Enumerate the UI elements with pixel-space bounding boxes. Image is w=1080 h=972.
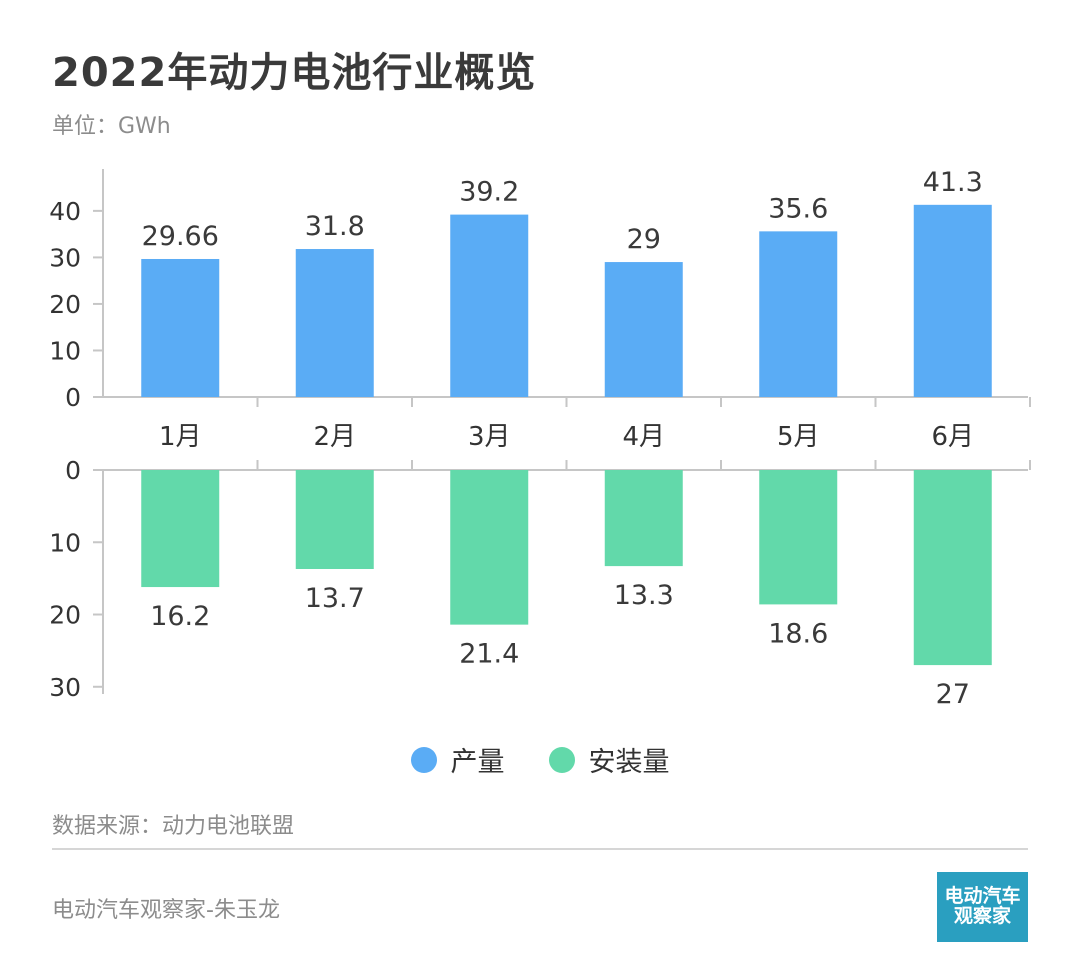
production-bar[interactable] [141,258,220,397]
category-label: 4月 [622,422,665,452]
legend-dot-installation [548,746,575,773]
installation-bar[interactable] [759,470,838,605]
brand-logo: 电动汽车 观察家 [937,872,1028,942]
bar-chart: 0 10 20 30 40 29.66 31.8 39.2 29 35.6 41.3 1月 2月 3月 4… [49,167,1031,710]
category-label: 5月 [777,422,820,452]
installation-value-label: 27 [936,679,970,710]
legend-item-installation[interactable]: 安装量 [548,740,670,779]
top-y-tick-label: 0 [65,383,81,412]
production-bar[interactable] [604,262,683,397]
category-label: 2月 [313,422,356,452]
production-bar[interactable] [759,231,838,397]
installation-value-label: 13.3 [614,580,674,611]
production-bar[interactable] [450,214,529,397]
legend-label-production: 产量 [450,747,505,778]
category-labels: 1月 2月 3月 4月 5月 6月 [159,422,974,452]
author-credit: 电动汽车观察家-朱玉龙 [52,898,280,923]
production-value-label: 31.8 [305,211,365,242]
category-label: 3月 [468,422,511,452]
production-value-label: 41.3 [923,167,983,198]
production-value-label: 29.66 [142,221,219,252]
legend-dot-production [410,746,437,773]
unit-label: 单位：GWh [52,114,171,139]
footer-divider [52,848,1028,850]
installation-value-label: 16.2 [150,601,210,632]
installation-value-label: 13.7 [305,583,365,614]
production-bar[interactable] [295,249,374,397]
category-label: 1月 [159,422,202,452]
top-y-tick-label: 30 [49,243,81,272]
legend-item-production[interactable]: 产量 [410,740,505,779]
category-label: 6月 [931,422,974,452]
logo-text-line2: 观察家 [953,905,1011,927]
production-chart: 0 10 20 30 40 29.66 31.8 39.2 29 35.6 41.3 [49,167,1031,412]
top-y-tick-label: 10 [49,336,81,365]
installation-bar[interactable] [913,470,992,666]
installation-bar[interactable] [604,470,683,567]
chart-title: 2022年动力电池行业概览 [52,50,537,96]
installation-bar[interactable] [295,470,374,569]
production-bar[interactable] [913,204,992,397]
production-value-label: 39.2 [459,177,519,208]
bottom-y-tick-label: 0 [65,456,81,485]
bottom-y-tick-label: 30 [49,673,81,702]
production-value-label: 35.6 [768,193,828,224]
legend-label-installation: 安装量 [588,747,670,778]
top-y-tick-label: 40 [49,197,81,226]
bottom-y-tick-label: 10 [49,528,81,557]
installation-bar[interactable] [141,470,220,588]
bottom-y-tick-label: 20 [49,601,81,630]
installation-value-label: 21.4 [459,639,519,670]
installation-value-label: 18.6 [768,618,828,649]
legend: 产量 安装量 [0,740,1080,779]
data-source: 数据来源：动力电池联盟 [52,814,295,839]
logo-text-line1: 电动汽车 [944,885,1021,908]
top-y-tick-label: 20 [49,290,81,319]
installation-chart: 0 10 20 30 16.2 13.7 21.4 13.3 18.6 27 [49,456,1031,710]
production-value-label: 29 [627,224,661,255]
installation-bar[interactable] [450,470,529,625]
